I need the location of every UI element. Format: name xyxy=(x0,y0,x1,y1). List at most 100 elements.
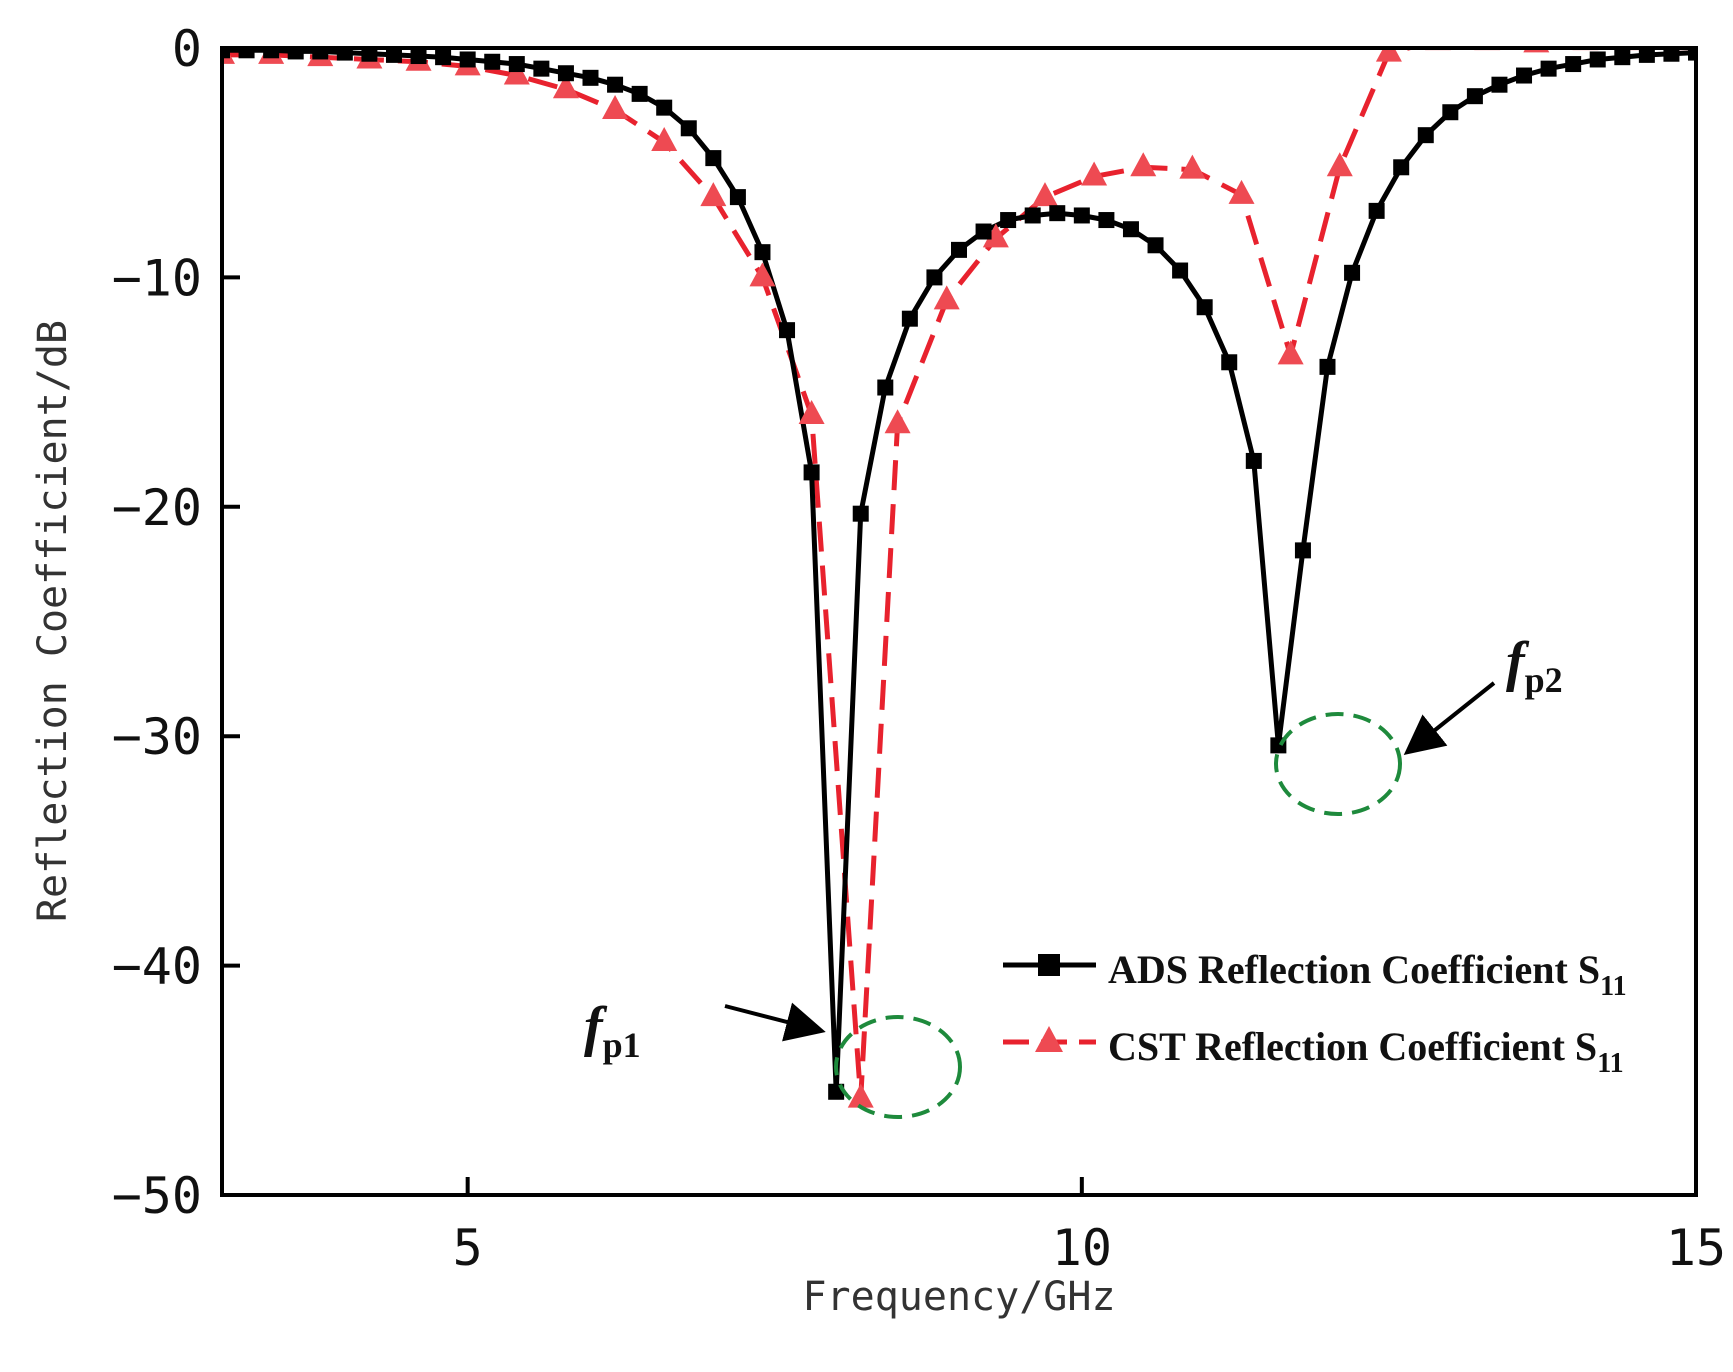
ads-data-point xyxy=(385,48,402,63)
ads-data-point xyxy=(1344,264,1361,281)
ads-data-point xyxy=(557,65,574,82)
cst-data-point xyxy=(1375,48,1402,62)
ads-data-point xyxy=(951,241,967,258)
ads-data-point xyxy=(1540,60,1557,77)
y-tick-label: −50 xyxy=(112,1167,202,1225)
ads-data-point xyxy=(312,48,329,60)
ads-data-point xyxy=(1491,76,1508,93)
ads-data-point xyxy=(877,379,894,396)
ads-data-point xyxy=(1663,48,1680,62)
cst-series-line xyxy=(222,48,1420,1102)
cst-data-point xyxy=(503,60,530,85)
fp2-label: fp2 xyxy=(1506,631,1563,700)
ads-data-point xyxy=(754,244,771,261)
cst-data-point xyxy=(798,400,825,425)
legend: ADS Reflection Coefficient S11 CST Refle… xyxy=(1003,947,1627,1079)
fp1-sub: p1 xyxy=(603,1025,641,1065)
ads-data-point xyxy=(1319,358,1336,375)
y-axis-ticks: 0 −10 −20 −30 −40 −50 xyxy=(112,20,240,1225)
cst-data-point xyxy=(1179,154,1206,179)
ads-data-point xyxy=(607,76,624,93)
ads-data-point xyxy=(1024,207,1041,224)
ads-data-point xyxy=(1688,48,1696,61)
cst-data-point xyxy=(847,1083,874,1108)
ads-data-point xyxy=(1417,127,1434,144)
legend-ads-sub: 11 xyxy=(1600,971,1626,1002)
legend-cst-label: CST Reflection Coefficient S11 xyxy=(1108,1024,1624,1079)
cst-data-point xyxy=(1277,340,1304,365)
cst-data-point xyxy=(982,223,1009,248)
cst-data-point xyxy=(602,94,629,119)
ads-data-point xyxy=(803,464,820,481)
ads-data-point xyxy=(222,48,230,59)
ads-data-point xyxy=(1294,542,1311,559)
cst-data-point xyxy=(651,127,678,152)
ads-data-point xyxy=(852,505,869,522)
y-tick-label: −20 xyxy=(112,479,202,537)
annotation-fp2: fp2 xyxy=(1274,631,1563,816)
fp2-highlight-circle xyxy=(1274,712,1402,816)
ads-data-point xyxy=(729,189,746,206)
ads-data-point xyxy=(1073,207,1090,224)
cst-data-point xyxy=(1228,179,1255,204)
ads-data-point xyxy=(1172,262,1189,279)
legend-cst-main: CST Reflection Coefficient S xyxy=(1108,1024,1597,1069)
annotation-fp1: fp1 xyxy=(584,996,962,1119)
x-axis-label: Frequency/GHz xyxy=(802,1274,1115,1320)
plot-frame xyxy=(220,46,1698,1197)
legend-entry-ads: ADS Reflection Coefficient S11 xyxy=(1003,947,1627,1002)
ads-data-point xyxy=(705,150,722,167)
ads-data-point xyxy=(336,48,353,61)
ads-data-point xyxy=(1638,48,1655,63)
ads-data-point xyxy=(680,120,697,137)
ads-data-point xyxy=(1466,88,1483,105)
ads-data-point xyxy=(975,223,992,240)
ads-data-point xyxy=(410,48,427,65)
legend-cst-marker xyxy=(1035,1026,1063,1052)
ads-data-point xyxy=(1565,56,1582,73)
fp1-arrow xyxy=(724,1002,826,1042)
cst-data-point xyxy=(1326,152,1353,177)
legend-ads-main: ADS Reflection Coefficient S xyxy=(1108,947,1600,992)
cst-data-point xyxy=(749,262,776,287)
ads-data-point xyxy=(1442,104,1459,121)
ads-data-point xyxy=(1589,51,1606,68)
ads-data-point xyxy=(1368,202,1385,219)
y-tick-label: −10 xyxy=(112,249,202,307)
cst-data-point xyxy=(1081,161,1108,186)
legend-entry-cst: CST Reflection Coefficient S11 xyxy=(1003,1024,1624,1079)
ads-data-point xyxy=(533,60,550,77)
legend-ads-label: ADS Reflection Coefficient S11 xyxy=(1108,947,1627,1002)
y-tick-label: 0 xyxy=(172,20,202,78)
ads-data-point xyxy=(1516,67,1533,84)
ads-data-point xyxy=(1245,452,1262,469)
ads-series-line xyxy=(222,48,1696,1095)
ads-data-point xyxy=(1196,299,1213,316)
x-tick-label: 5 xyxy=(453,1219,483,1277)
ads-data-point xyxy=(1614,49,1631,66)
ads-data-point xyxy=(238,48,255,59)
y-tick-label: −30 xyxy=(112,708,202,766)
ads-data-point xyxy=(926,269,943,286)
legend-ads-marker xyxy=(1038,954,1060,976)
ads-data-point xyxy=(631,85,648,102)
fp2-sub: p2 xyxy=(1525,660,1563,700)
ads-data-point xyxy=(582,69,599,86)
ads-data-point xyxy=(435,49,452,66)
ads-data-point xyxy=(656,99,673,116)
ads-data-point xyxy=(1000,212,1017,229)
cst-data-point xyxy=(700,182,727,207)
ads-data-point xyxy=(361,48,378,62)
ads-data-point xyxy=(459,51,476,68)
x-tick-label: 15 xyxy=(1666,1219,1726,1277)
ads-data-point xyxy=(1393,159,1410,176)
fp2-arrow xyxy=(1403,681,1496,755)
legend-cst-sub: 11 xyxy=(1597,1048,1623,1079)
ads-data-point xyxy=(1122,221,1139,238)
ads-data-point xyxy=(1221,354,1238,371)
ads-data-point xyxy=(901,310,918,327)
cst-data-point xyxy=(1130,152,1157,177)
cst-data-point xyxy=(1031,182,1058,207)
cst-data-point xyxy=(884,409,911,434)
